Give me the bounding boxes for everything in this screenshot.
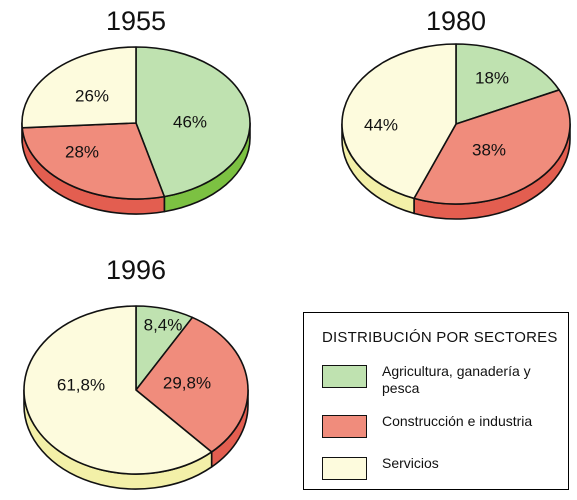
pie-label-construccion: 29,8% [163, 373, 211, 392]
legend-label-construccion: Construcción e industria [382, 413, 533, 429]
pie-slice-construccion [21, 122, 166, 200]
pie-slice-servicios [21, 46, 137, 129]
legend-item-construccion: Construcción e industria [322, 411, 562, 447]
pie-slice-servicios [23, 305, 213, 475]
legend-swatch-servicios [322, 457, 367, 480]
legend-swatch-construccion [322, 415, 367, 438]
pie-label-servicios: 44% [364, 115, 398, 134]
pie-label-servicios: 61,8% [57, 375, 105, 394]
legend-label-agricultura: Agricultura, ganadería y pesca [382, 363, 531, 396]
pie-chart-1980: 18% 38% 44% 1980 [341, 6, 571, 220]
pie-label-servicios: 26% [75, 86, 109, 105]
legend-item-agricultura: Agricultura, ganadería y pesca [322, 361, 562, 397]
pie-chart-1996: 8,4% 29,8% 61,8% 1996 [23, 255, 249, 490]
pie-label-construccion: 38% [472, 140, 506, 159]
pie-chart-1955: 46% 28% 26% 1955 [21, 6, 251, 215]
pie-slice-agricultura [455, 43, 560, 125]
pie-title: 1955 [106, 6, 166, 36]
pie-slice-servicios [341, 43, 457, 200]
pie-slice-construccion [413, 89, 571, 205]
legend-swatch-agricultura [322, 365, 367, 388]
legend-item-servicios: Servicios [322, 453, 562, 489]
pie-label-agricultura: 46% [173, 112, 207, 131]
pie-label-construccion: 28% [65, 142, 99, 161]
legend-title: DISTRIBUCIÓN POR SECTORES [322, 329, 558, 346]
legend-label-servicios: Servicios [382, 455, 439, 471]
pie-slice-agricultura [135, 46, 251, 198]
pie-slice-construccion [135, 316, 249, 453]
pie-title: 1980 [426, 6, 486, 36]
pie-label-agricultura: 8,4% [144, 315, 183, 334]
pie-label-agricultura: 18% [475, 68, 509, 87]
pie-title: 1996 [106, 255, 166, 285]
legend: DISTRIBUCIÓN POR SECTORES Agricultura, g… [303, 312, 569, 490]
